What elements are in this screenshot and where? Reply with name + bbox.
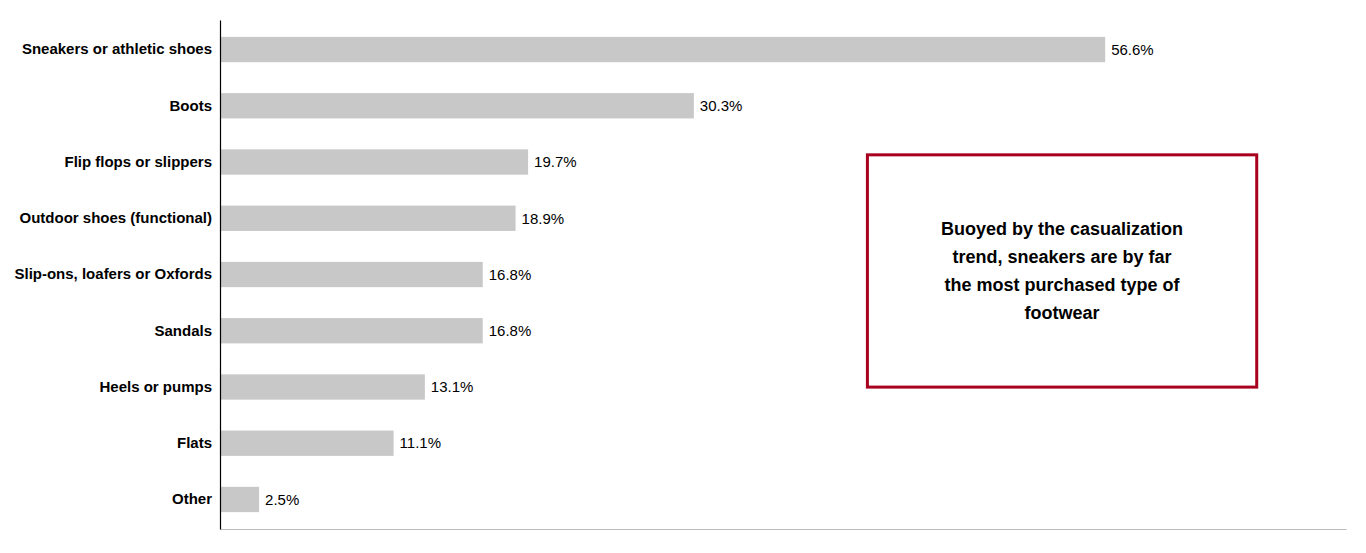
bar [220,206,516,231]
bar [220,374,425,399]
y-tick: Sandals [154,322,212,339]
annotation-line: the most purchased type of [945,275,1181,295]
plot: Sneakers or athletic shoes Boots Flip flop… [14,21,1346,530]
y-tick: Heels or pumps [99,378,212,395]
y-axis-line [220,21,221,530]
bar [220,318,483,343]
data-label: 16.8% [489,322,532,339]
data-label: 2.5% [265,491,299,508]
y-tick: Sneakers or athletic shoes [22,40,212,57]
annotation: Buoyed by the casualization trend, sneake… [867,155,1256,387]
annotation-box [867,155,1256,387]
y-tick-label: Flip flops or slippers [64,153,212,170]
data-label: 19.7% [534,153,577,170]
y-tick: Outdoor shoes (functional) [20,209,213,226]
y-tick-label: Flats [177,434,212,451]
y-tick: Flip flops or slippers [64,153,212,170]
y-tick-label: Sneakers or athletic shoes [22,40,212,57]
data-label: 30.3% [700,97,743,114]
y-axis: Sneakers or athletic shoes Boots Flip flop… [14,21,220,530]
y-tick: Other [172,490,212,507]
x-axis-line [221,529,1347,530]
data-label: 16.8% [489,266,532,283]
y-tick-label: Slip-ons, loafers or Oxfords [14,265,212,282]
data-label: 56.6% [1111,41,1154,58]
x-axis [221,529,1347,530]
bar [220,487,259,512]
annotation-line: footwear [1025,303,1100,323]
bar [220,431,394,456]
bar [220,93,694,118]
annotation-line: trend, sneakers are by far [953,247,1172,267]
y-tick-label: Boots [170,97,213,114]
y-tick: Boots [170,97,213,114]
bar [220,262,483,287]
bar [220,37,1105,62]
bar [220,149,528,174]
data-label: 11.1% [400,434,441,451]
y-tick: Slip-ons, loafers or Oxfords [14,265,212,282]
annotation-text: Buoyed by the casualization trend, sneake… [941,219,1183,323]
y-tick-label: Other [172,490,212,507]
y-tick-label: Outdoor shoes (functional) [20,209,213,226]
y-tick-label: Heels or pumps [99,378,212,395]
data-label: 18.9% [522,210,565,227]
y-tick-label: Sandals [154,322,212,339]
y-tick: Flats [177,434,212,451]
chart: Sneakers or athletic shoes Boots Flip flop… [0,0,1366,553]
data-label: 13.1% [431,378,474,395]
annotation-line: Buoyed by the casualization [941,219,1183,239]
